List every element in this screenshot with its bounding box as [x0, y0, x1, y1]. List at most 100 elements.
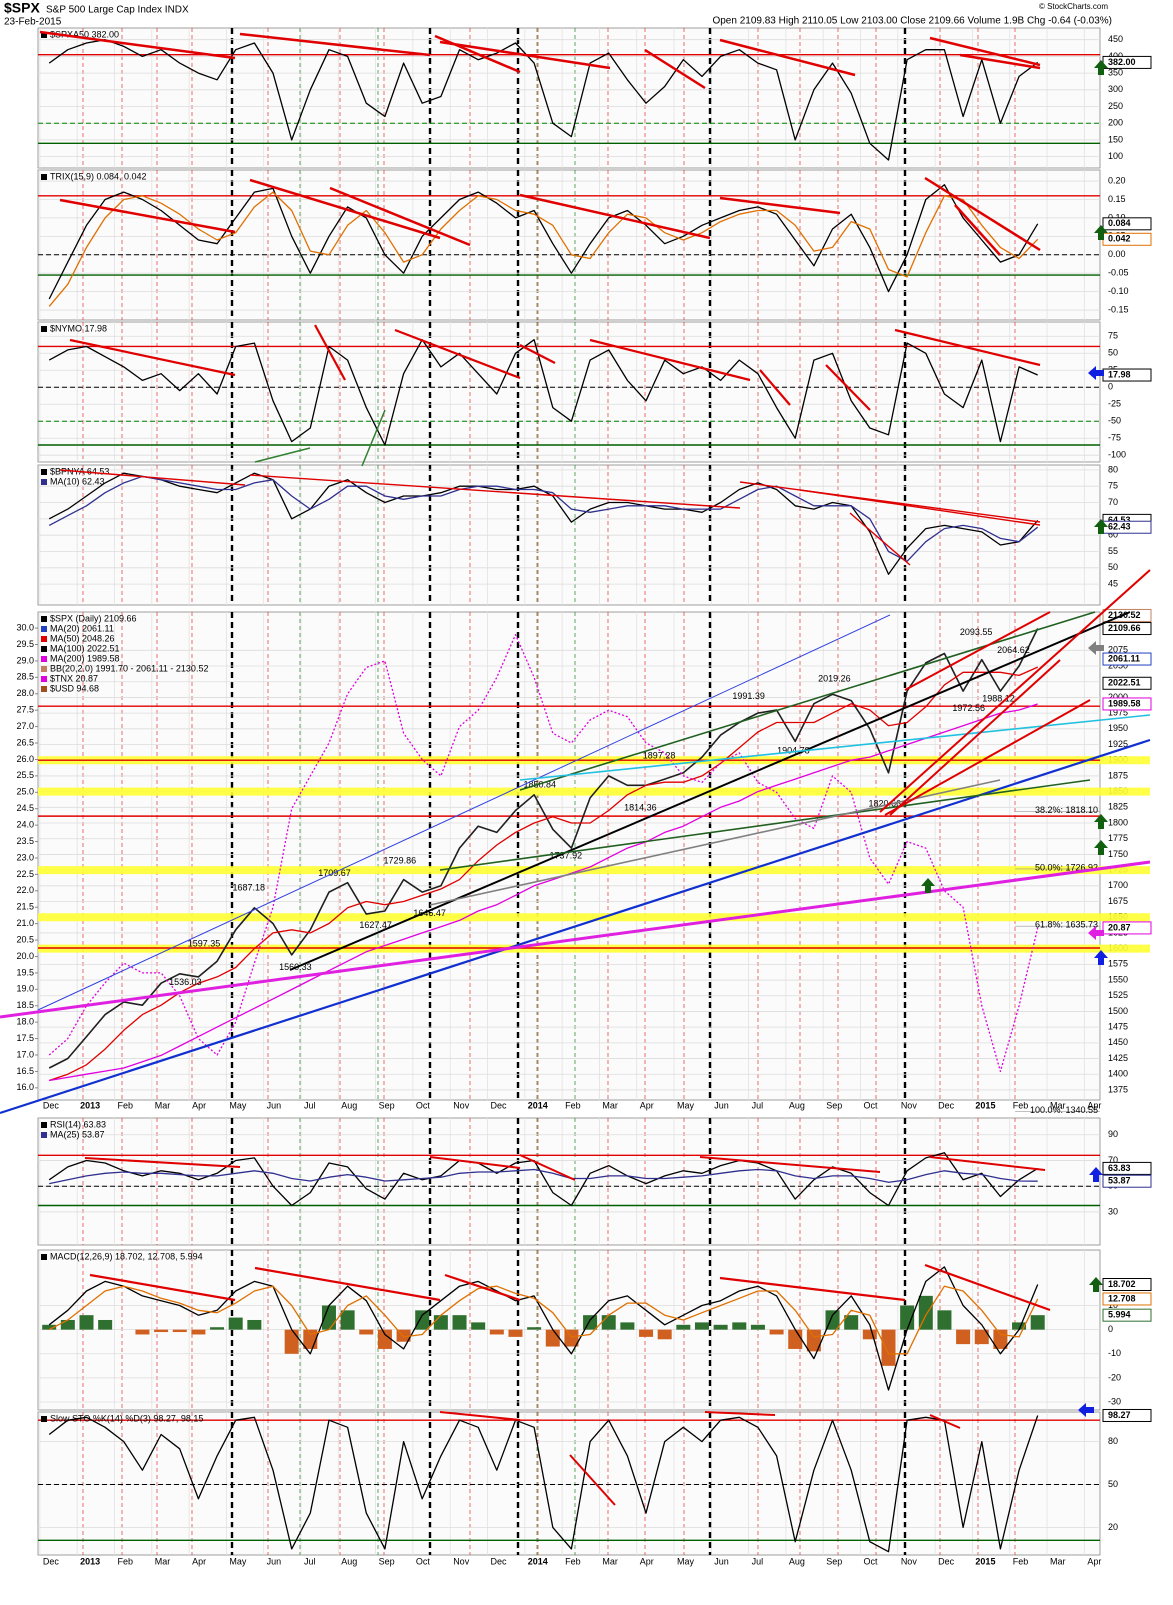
- trend-line: [254, 1266, 441, 1302]
- price-label: 1627.47: [359, 920, 392, 930]
- legend-text: MA(200) 1989.58: [50, 653, 120, 663]
- trend-line: [439, 1411, 521, 1421]
- trend-line: [929, 36, 1041, 67]
- y-tick-label: 1400: [1108, 1069, 1128, 1079]
- histogram-bar: [60, 1319, 75, 1330]
- fib-label: 100.0%: 1340.55: [1030, 1105, 1098, 1115]
- trend-line: [39, 30, 236, 60]
- histogram-bar: [135, 1329, 150, 1335]
- y-tick-label: 0: [1108, 382, 1113, 392]
- histogram-bar: [433, 1315, 448, 1330]
- y-tick-label: 1775: [1108, 833, 1128, 843]
- x-tick-label: Jul: [752, 1556, 764, 1566]
- series-line: [48, 1415, 1039, 1553]
- arrow: [1088, 366, 1104, 380]
- y-tick-label: 70: [1108, 497, 1118, 507]
- value-box-label: 18.702: [1108, 1279, 1136, 1289]
- price-label: 1729.86: [384, 855, 417, 865]
- histogram-bar: [639, 1329, 654, 1337]
- panel-frame: [37, 321, 1101, 463]
- x-tick-label: Aug: [789, 1556, 805, 1566]
- x-tick-label: Mar: [602, 1556, 618, 1566]
- histogram-bar: [974, 1329, 989, 1345]
- y-tick-label: -30: [1108, 1396, 1121, 1406]
- y2-tick-label: 16.5: [16, 1066, 34, 1076]
- x-tick-label: 2014: [528, 1100, 548, 1110]
- trend-line: [69, 338, 236, 377]
- value-box: [1102, 1408, 1152, 1422]
- trend-line: [519, 193, 711, 240]
- x-tick-label: Mar: [155, 1100, 171, 1110]
- x-tick-label: 2013: [80, 1100, 100, 1110]
- histogram-bar: [154, 1329, 169, 1333]
- y-tick-label: 1450: [1108, 1037, 1128, 1047]
- y-tick-label: -100: [1108, 450, 1126, 460]
- y-tick-label: 50: [1108, 1479, 1118, 1489]
- x-tick-label: Nov: [453, 1100, 470, 1110]
- y-tick-label: 60: [1108, 530, 1118, 540]
- legend-swatch: [41, 666, 47, 672]
- y2-tick-label: 19.0: [16, 984, 34, 994]
- y-tick-label: 1975: [1108, 707, 1128, 717]
- y2-tick-label: 26.5: [16, 737, 34, 747]
- legend-swatch: [41, 1122, 47, 1128]
- arrow: [1078, 1403, 1094, 1417]
- trend-line: [719, 38, 856, 77]
- y-tick-label: 80: [1108, 1436, 1118, 1446]
- y-tick-label: -20: [1108, 1372, 1121, 1382]
- y-tick-label: 20: [1108, 1522, 1118, 1532]
- price-label: 2064.62: [997, 645, 1030, 655]
- histogram-bar: [620, 1322, 635, 1330]
- trend-line: [879, 569, 1151, 813]
- x-tick-label: Dec: [938, 1100, 955, 1110]
- legend-swatch: [41, 1254, 47, 1260]
- y-tick-label: -0.15: [1108, 304, 1129, 314]
- histogram-bar: [937, 1310, 952, 1330]
- histogram-bar: [415, 1310, 430, 1330]
- y-tick-label: 0.15: [1108, 194, 1126, 204]
- legend-text: $SPXA50 382.00: [50, 29, 119, 39]
- value-box: [1102, 1161, 1152, 1175]
- histogram-bar: [79, 1315, 94, 1330]
- x-tick-label: Jun: [267, 1556, 282, 1566]
- series-line: [48, 39, 1039, 161]
- trend-line: [519, 344, 556, 364]
- price-label: 1820.66: [868, 798, 901, 808]
- price-label: 1597.35: [188, 939, 221, 949]
- x-tick-label: Jul: [752, 1100, 764, 1110]
- y2-tick-label: 24.0: [16, 820, 34, 830]
- value-box-label: 2061.11: [1108, 653, 1140, 663]
- y2-tick-label: 28.0: [16, 688, 34, 698]
- legend-swatch: [41, 636, 47, 642]
- histogram-bar: [98, 1319, 113, 1330]
- y-tick-label: 1950: [1108, 723, 1128, 733]
- y-tick-label: 200: [1108, 118, 1123, 128]
- trend-line: [825, 364, 871, 411]
- value-box-label: 53.87: [1108, 1176, 1131, 1186]
- x-tick-label: 2013: [80, 1556, 100, 1566]
- x-tick-label: Aug: [341, 1556, 357, 1566]
- x-tick-label: Jul: [304, 1556, 316, 1566]
- trend-line: [89, 1273, 236, 1302]
- price-label: 1904.78: [777, 746, 810, 756]
- y2-tick-label: 29.5: [16, 639, 34, 649]
- x-tick-label: Apr: [1087, 1100, 1101, 1110]
- y-tick-label: 300: [1108, 84, 1123, 94]
- x-tick-label: Oct: [416, 1100, 431, 1110]
- trend-line: [719, 196, 841, 215]
- zone: [38, 866, 1150, 875]
- y2-tick-label: 27.5: [16, 705, 34, 715]
- x-tick-label: Oct: [864, 1556, 879, 1566]
- y2-tick-label: 25.0: [16, 787, 34, 797]
- y-tick-label: 400: [1108, 51, 1123, 61]
- value-box-label: 62.43: [1108, 522, 1131, 532]
- trend-line: [719, 1276, 906, 1302]
- y-tick-label: 1475: [1108, 1022, 1128, 1032]
- trend-line: [704, 1411, 776, 1416]
- x-tick-label: Dec: [490, 1100, 507, 1110]
- x-tick-label: Feb: [565, 1100, 581, 1110]
- histogram-bar: [471, 1322, 486, 1330]
- legend-swatch: [41, 686, 47, 692]
- y2-tick-label: 21.5: [16, 902, 34, 912]
- trend-line: [37, 614, 891, 1011]
